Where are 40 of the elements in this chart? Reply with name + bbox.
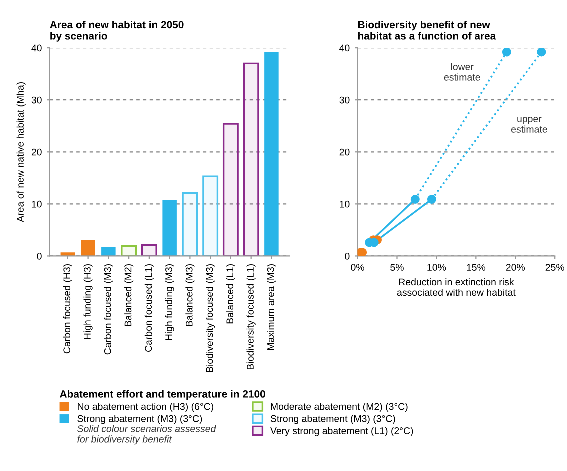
x-tick-label: 20% (506, 264, 526, 272)
y-tick-label: 40 (340, 44, 350, 52)
legend-label: Very strong abatement (L1) (2°C) (270, 427, 414, 436)
x-tick-label: Carbon focused (M3) (104, 264, 114, 355)
x-tick-label: 0% (351, 264, 364, 272)
y-tick-label: 40 (32, 44, 42, 52)
annotation: upper estimate (511, 117, 548, 133)
y-tick-label: 20 (340, 148, 350, 156)
y-tick-label: 30 (32, 96, 42, 104)
x-axis-title: Reduction in extinction risk associated with new habitat (397, 278, 516, 296)
legend-label: Strong abatement (M3) (3°C) (78, 415, 202, 424)
x-tick-label: 5% (390, 264, 404, 272)
y-tick-label: 10 (340, 200, 350, 208)
x-tick-label: Carbon focused (H3) (63, 264, 72, 354)
y-tick-label: 10 (32, 200, 42, 208)
text: Solid colour scenarios assessed for biodiversity benefit (78, 425, 216, 445)
x-tick-label: Balanced (M3) (186, 264, 195, 326)
x-tick-label: Balanced (L1) (226, 264, 236, 324)
y-tick-label: 30 (340, 96, 350, 104)
x-tick-label: High funding (H3) (84, 264, 93, 340)
y-axis-title: Area of new native habitat (Mha) (16, 82, 26, 222)
legend-label: No abatement action (H3) (6°C) (78, 403, 214, 412)
x-tick-label: Biodiversity focused (L1) (246, 264, 256, 370)
x-tick-label: Biodiversity focused (M3) (206, 264, 216, 372)
x-tick-label: High funding (M3) (165, 264, 174, 340)
y-tick-label: 0 (37, 252, 42, 260)
y-tick-label: 20 (32, 148, 42, 156)
y-tick-label: 0 (345, 252, 350, 260)
x-tick-label: Carbon focused (L1) (144, 264, 154, 352)
x-tick-label: Balanced (M2) (124, 264, 134, 326)
legend-label: Strong abatement (M3) (3°C) (270, 415, 396, 424)
chart-title: Area of new habitat in 2050 by scenario (50, 20, 184, 42)
legend-label: Moderate abatement (M2) (3°C) (271, 403, 408, 412)
legend-title: Abatement effort and temperature in 2100 (60, 390, 266, 400)
x-tick-label: Maximum area (M3) (267, 264, 276, 350)
chart-title: Biodiversity benefit of new habitat as a function of area (358, 20, 496, 40)
x-tick-label: 25% (546, 264, 564, 272)
x-tick-label: 10% (428, 264, 446, 272)
x-tick-label: 15% (467, 264, 486, 272)
annotation: lower estimate (444, 63, 480, 81)
